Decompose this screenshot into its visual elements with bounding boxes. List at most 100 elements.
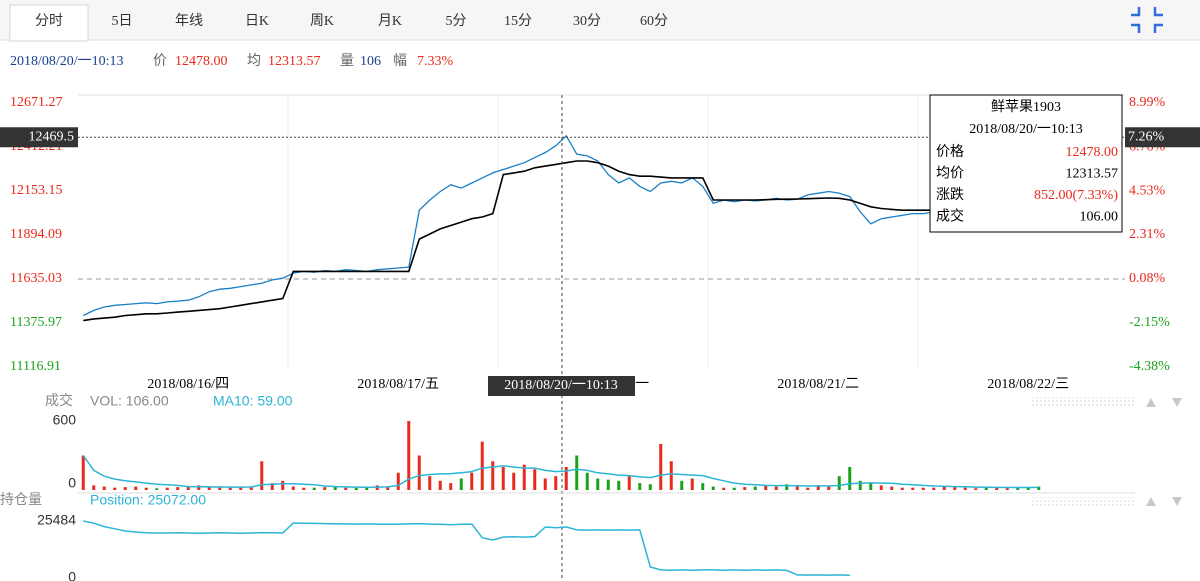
volume-bar [197, 485, 201, 490]
volume-bar [1037, 486, 1041, 490]
volume-bar [816, 485, 820, 490]
x-tick-label: 2018/08/22/三 [987, 377, 1069, 392]
tab[interactable]: 5分 [446, 13, 467, 29]
volume-bar [806, 487, 810, 490]
volume-bar [942, 486, 946, 490]
volume-bar [753, 486, 757, 490]
volume-bar [638, 483, 642, 490]
tab[interactable]: 30分 [573, 13, 601, 29]
tab[interactable]: 年线 [175, 13, 203, 29]
volume-bar [144, 487, 148, 490]
tooltip-label: 成交 [936, 208, 964, 225]
volume-bar [449, 483, 453, 490]
y-tick-label: 0 [68, 475, 76, 491]
volume-bar [953, 487, 957, 490]
volume-bar [260, 461, 264, 490]
volume-bar [155, 488, 159, 490]
volume-bar [113, 487, 117, 490]
tooltip-label: 价格 [936, 144, 964, 160]
tooltip-box [929, 94, 1123, 233]
volume-bar [1005, 488, 1009, 490]
volume-bar [218, 487, 222, 490]
y-tick-label: 11635.03 [10, 271, 62, 286]
volume-bar [501, 467, 505, 490]
volume-bar [428, 476, 432, 490]
position-label: Position: 25072.00 [90, 492, 206, 508]
tab[interactable]: 月K [378, 13, 402, 29]
info-value: 12478.00 [175, 54, 228, 69]
tooltip-value: 12478.00 [1066, 145, 1119, 160]
x-tick-label: 2018/08/21/二 [777, 377, 859, 392]
volume-bar [396, 472, 400, 490]
tab[interactable]: 60分 [640, 13, 668, 29]
volume-bar [333, 486, 337, 490]
volume-bar [323, 487, 327, 490]
volume-bar [512, 472, 516, 490]
volume-bar [785, 484, 789, 490]
volume-bar [963, 487, 967, 490]
collapse-icon[interactable] [1131, 7, 1163, 33]
volume-bar [974, 488, 978, 490]
volume-bar [743, 487, 747, 490]
volume-bar [207, 486, 211, 490]
volume-bar [81, 455, 85, 490]
volume-bar [1016, 487, 1020, 490]
panel-arrows[interactable] [1146, 398, 1182, 506]
y-tick-label: 600 [53, 412, 77, 428]
info-label: 幅 [393, 53, 407, 69]
tooltip-label: 涨跌 [936, 187, 964, 203]
volume-bar [669, 461, 673, 490]
tooltip-title: 鲜苹果1903 [991, 99, 1061, 115]
volume-bar [564, 467, 568, 490]
volume-bar [239, 487, 243, 490]
volume-bar [848, 467, 852, 490]
volume-bar [827, 486, 831, 490]
volume-bar [617, 480, 621, 490]
volume-bar [417, 455, 421, 490]
active-tab-bg [9, 4, 89, 42]
volume-bar [890, 486, 894, 490]
volume-bar [438, 480, 442, 490]
volume-bar [627, 476, 631, 490]
info-label: 量 [340, 53, 354, 69]
y2-tick-label: 4.53% [1129, 183, 1166, 198]
tooltip-label: 均价 [936, 166, 964, 182]
panel-title: 成交 [45, 392, 73, 409]
volume-bar [312, 487, 316, 490]
volume-bar [102, 486, 106, 490]
x-tick-label: 2018/08/17/五 [357, 377, 439, 392]
series-line [83, 520, 850, 577]
volume-bar [302, 487, 306, 490]
volume-bar [123, 487, 127, 490]
y2-tick-label: 0.08% [1129, 271, 1166, 286]
volume-bar [176, 487, 180, 490]
tab[interactable]: 周K [310, 14, 334, 29]
crosshair-pct: 7.26% [1128, 129, 1165, 144]
y-tick-label: 11116.91 [10, 359, 61, 374]
chart-layer: 分时 5日 年线 日K 周K 月K 5分 15分 30分 60分 2018/08/20/一10:13… [0, 13, 1200, 581]
volume-bar [596, 478, 600, 490]
crosshair-time: 2018/08/20/一10:13 [504, 378, 618, 393]
volume-bar [606, 479, 610, 490]
volume-bar [533, 469, 537, 490]
y2-tick-label: 8.99% [1129, 95, 1166, 110]
tab[interactable]: 日K [245, 14, 269, 29]
volume-bar [365, 486, 369, 490]
tab[interactable]: 15分 [504, 13, 532, 29]
info-value: 7.33% [417, 54, 454, 69]
volume-bar [249, 486, 253, 490]
info-time: 2018/08/20/一10:13 [10, 54, 124, 69]
volume-bar [554, 476, 558, 490]
tab[interactable]: 5日 [112, 14, 133, 29]
tab[interactable]: 分时 [35, 13, 63, 29]
volume-bar [291, 486, 295, 490]
volume-bar [407, 421, 411, 490]
volume-bar [837, 476, 841, 490]
panel-title: 持仓量 [0, 492, 42, 508]
volume-bar [470, 472, 474, 490]
volume-bar [879, 485, 883, 490]
volume-bar [774, 486, 778, 490]
volume-bar [984, 487, 988, 490]
tab-bar [0, 0, 1200, 40]
